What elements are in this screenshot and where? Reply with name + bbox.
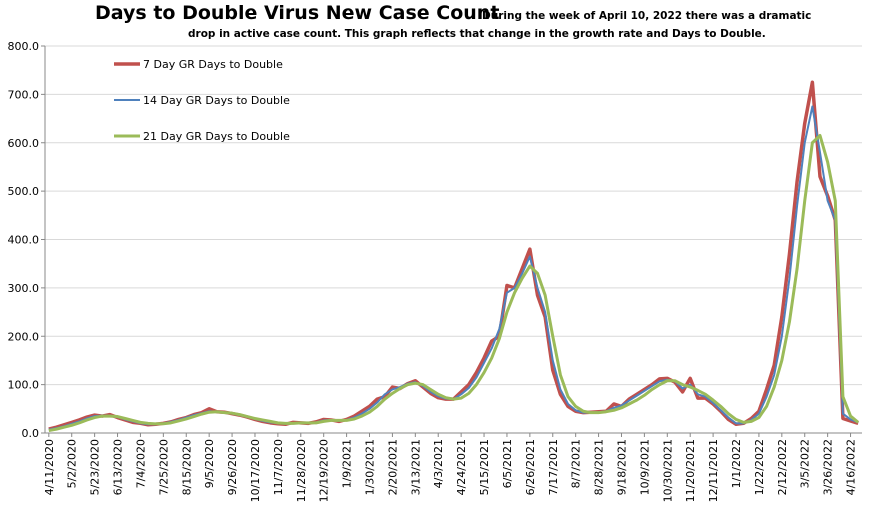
x-tick-label: 10/17/2020 [249,439,262,502]
x-tick-label: 8/28/2021 [593,439,606,495]
x-tick-label: 1/9/2021 [341,439,354,488]
y-tick-label: 400.0 [8,234,40,247]
x-tick-label: 9/5/2020 [203,439,216,488]
y-tick-label: 300.0 [8,282,40,295]
x-tick-label: 7/4/2020 [134,439,147,488]
x-tick-label: 6/5/2021 [501,439,514,488]
legend-label: 7 Day GR Days to Double [143,58,283,71]
x-tick-label: 11/7/2020 [272,439,285,495]
y-tick-label: 200.0 [8,330,40,343]
x-tick-label: 10/9/2021 [638,439,651,495]
y-tick-label: 700.0 [8,88,40,101]
x-tick-label: 1/1/2022 [730,439,743,488]
x-tick-label: 4/16/2022 [845,439,858,495]
x-tick-label: 12/11/2021 [707,439,720,502]
x-tick-label: 8/15/2020 [180,439,193,495]
x-tick-label: 3/5/2022 [799,439,812,488]
y-tick-label: 500.0 [8,185,40,198]
x-tick-label: 6/26/2021 [524,439,537,495]
x-tick-label: 5/23/2020 [89,439,102,495]
x-tick-label: 11/28/2020 [295,439,308,502]
x-tick-label: 7/17/2021 [547,439,560,495]
x-tick-label: 3/26/2022 [822,439,835,495]
series-line [48,105,859,431]
legend-label: 14 Day GR Days to Double [143,94,290,107]
x-tick-label: 5/15/2021 [478,439,491,495]
x-tick-label: 7/25/2020 [157,439,170,495]
x-tick-label: 1/30/2021 [364,439,377,495]
series-line [48,133,860,433]
x-tick-label: 4/11/2020 [43,439,56,495]
x-tick-label: 2/20/2021 [386,439,399,495]
x-tick-label: 1/22/2022 [753,439,766,495]
x-tick-label: 4/3/2021 [432,439,445,488]
x-tick-label: 9/26/2020 [226,439,239,495]
annotation: During the week of April 10, 2022 there … [482,10,811,22]
y-tick-label: 800.0 [8,40,40,53]
x-tick-label: 3/13/2021 [409,439,422,495]
x-tick-label: 4/24/2021 [455,439,468,495]
legend-label: 21 Day GR Days to Double [143,130,290,143]
x-tick-label: 12/19/2020 [318,439,331,502]
x-tick-label: 10/30/2021 [661,439,674,502]
x-tick-label: 2/12/2022 [776,439,789,495]
x-tick-label: 5/2/2020 [66,439,79,488]
x-tick-label: 9/18/2021 [615,439,628,495]
y-tick-label: 0.0 [22,427,40,440]
annotation: drop in active case count. This graph re… [188,28,766,40]
x-tick-label: 8/7/2021 [570,439,583,488]
chart-title: Days to Double Virus New Case Count [95,2,499,24]
y-tick-label: 600.0 [8,137,40,150]
x-tick-label: 11/20/2021 [684,439,697,502]
y-tick-label: 100.0 [8,379,40,392]
x-tick-label: 6/13/2020 [112,439,125,495]
